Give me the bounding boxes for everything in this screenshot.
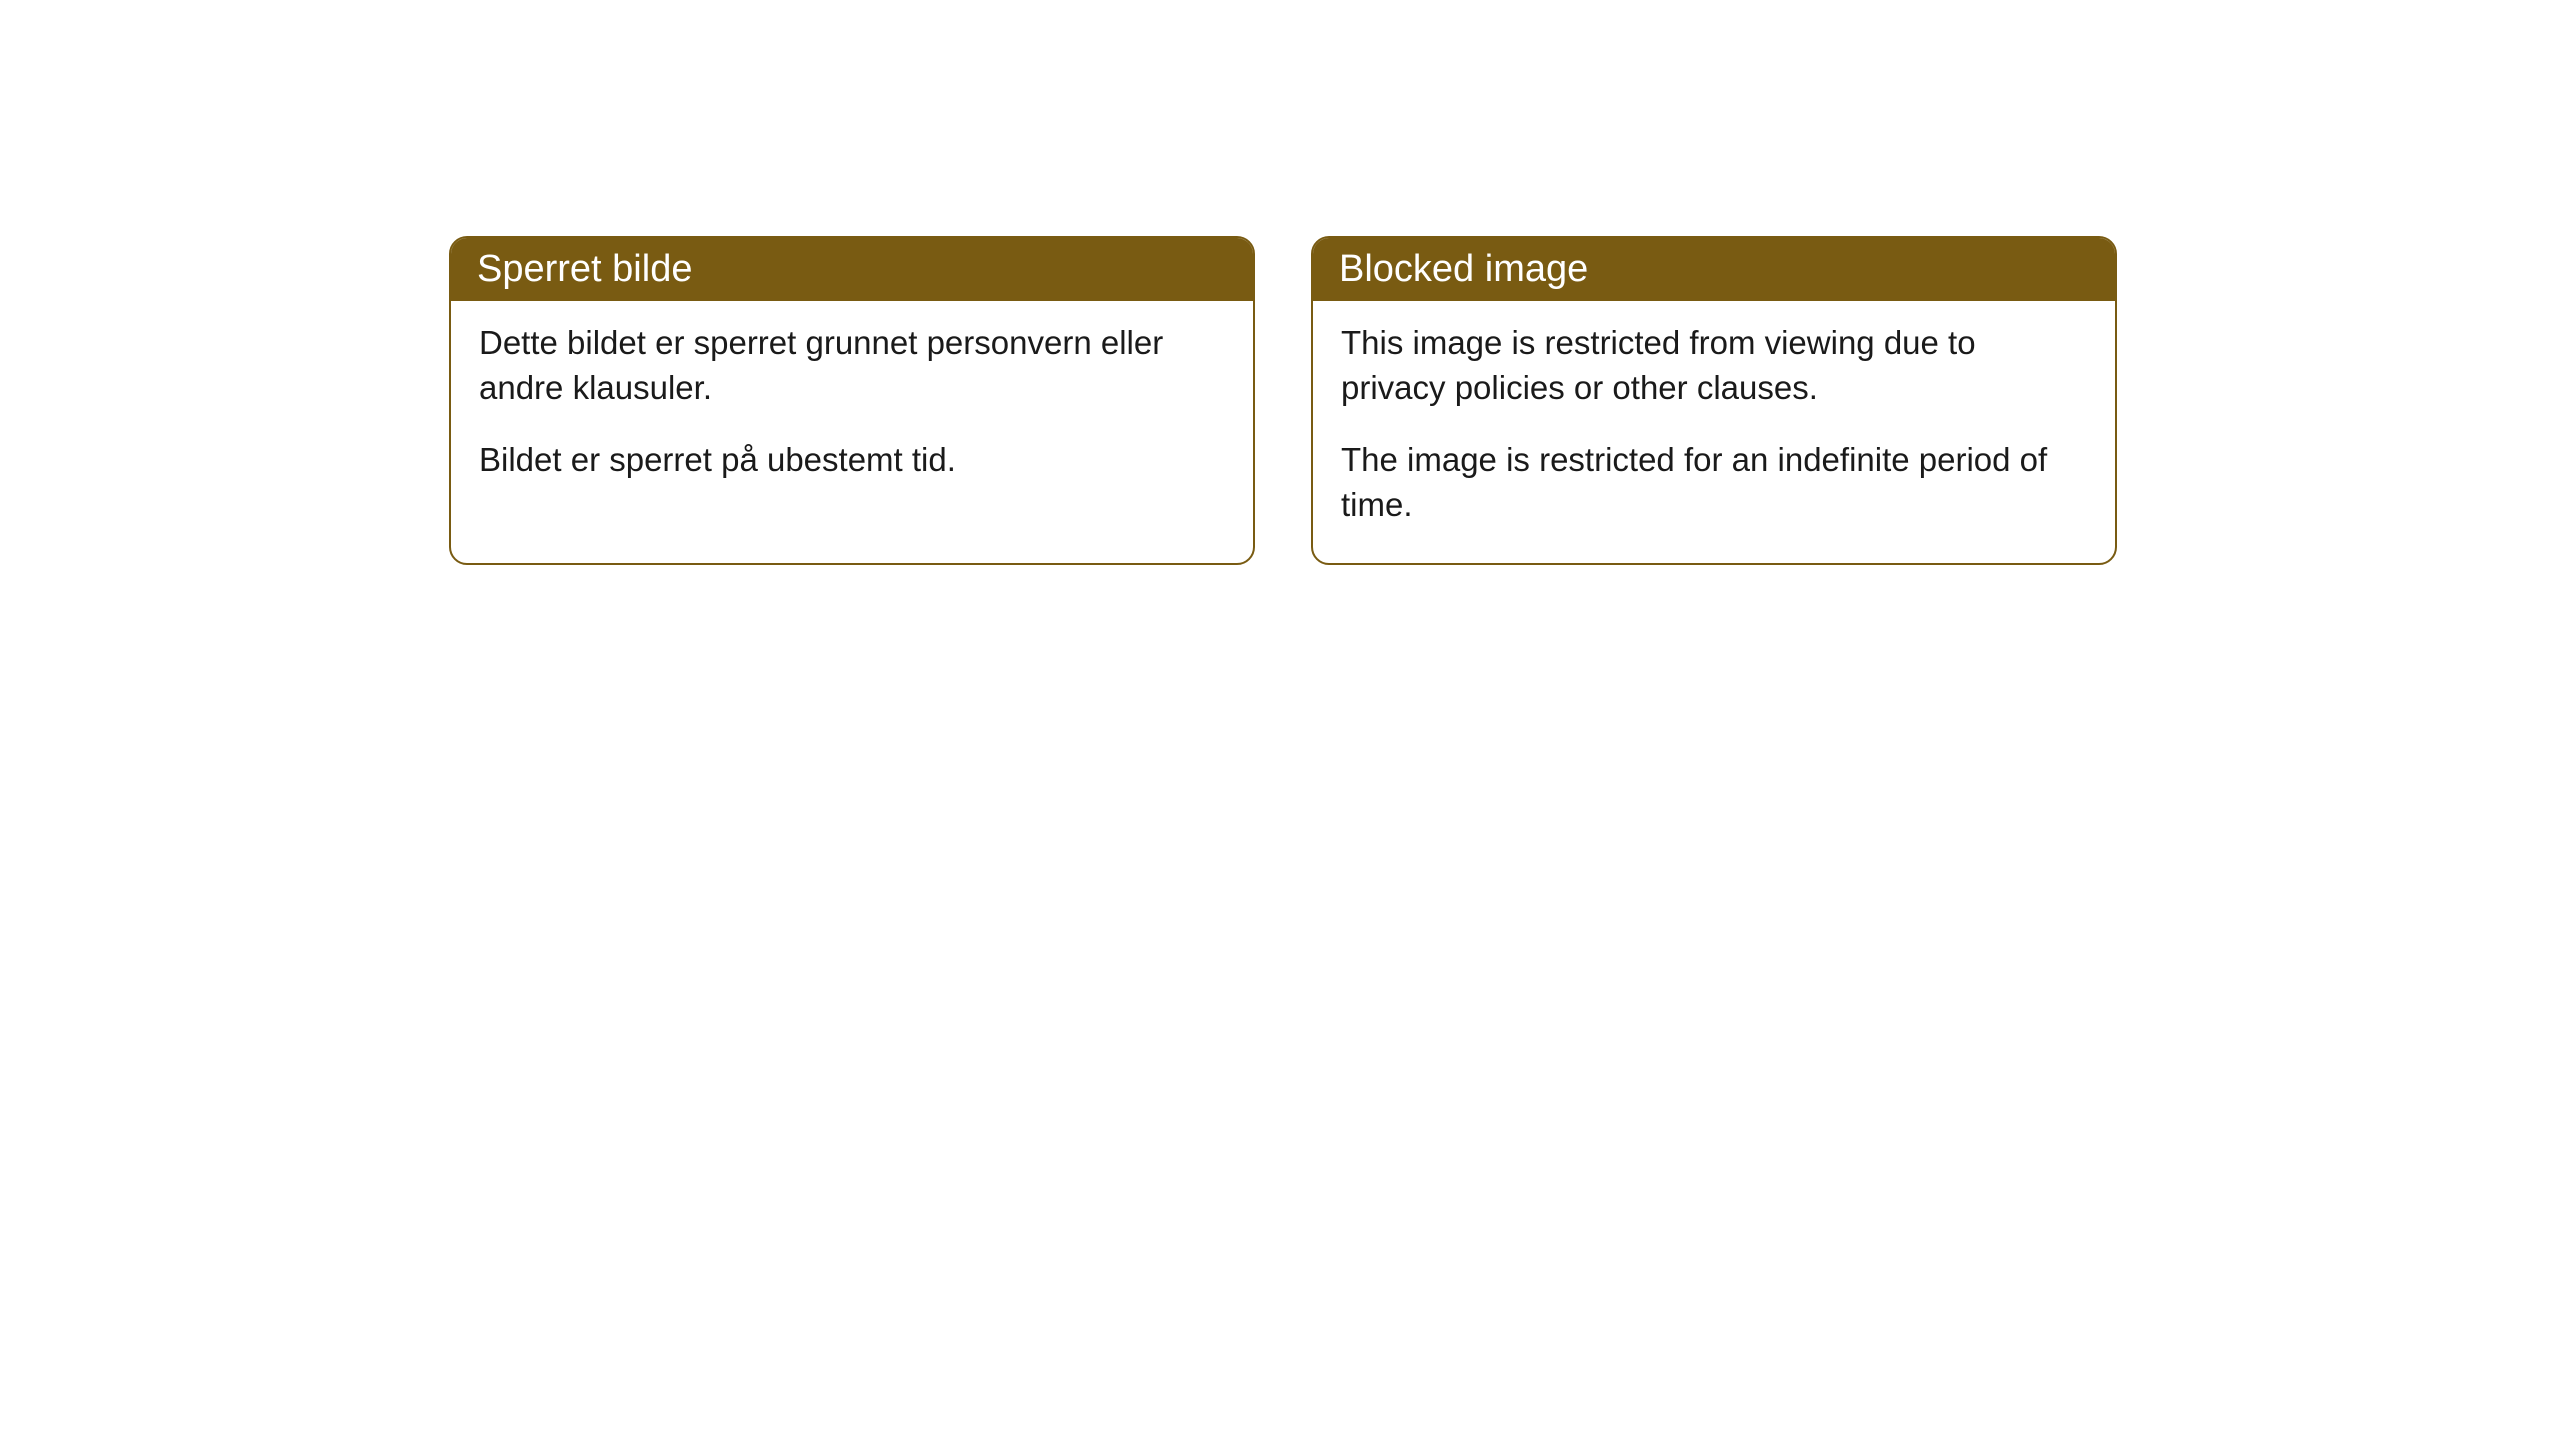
card-header-norwegian: Sperret bilde xyxy=(451,238,1253,301)
card-paragraph: Bildet er sperret på ubestemt tid. xyxy=(479,438,1225,483)
card-title: Blocked image xyxy=(1339,248,1588,290)
notice-cards-container: Sperret bilde Dette bildet er sperret gr… xyxy=(449,236,2117,565)
card-body-norwegian: Dette bildet er sperret grunnet personve… xyxy=(451,301,1253,519)
card-paragraph: The image is restricted for an indefinit… xyxy=(1341,438,2087,527)
card-title: Sperret bilde xyxy=(477,248,692,290)
notice-card-english: Blocked image This image is restricted f… xyxy=(1311,236,2117,565)
card-header-english: Blocked image xyxy=(1313,238,2115,301)
card-paragraph: Dette bildet er sperret grunnet personve… xyxy=(479,321,1225,410)
notice-card-norwegian: Sperret bilde Dette bildet er sperret gr… xyxy=(449,236,1255,565)
card-paragraph: This image is restricted from viewing du… xyxy=(1341,321,2087,410)
card-body-english: This image is restricted from viewing du… xyxy=(1313,301,2115,563)
